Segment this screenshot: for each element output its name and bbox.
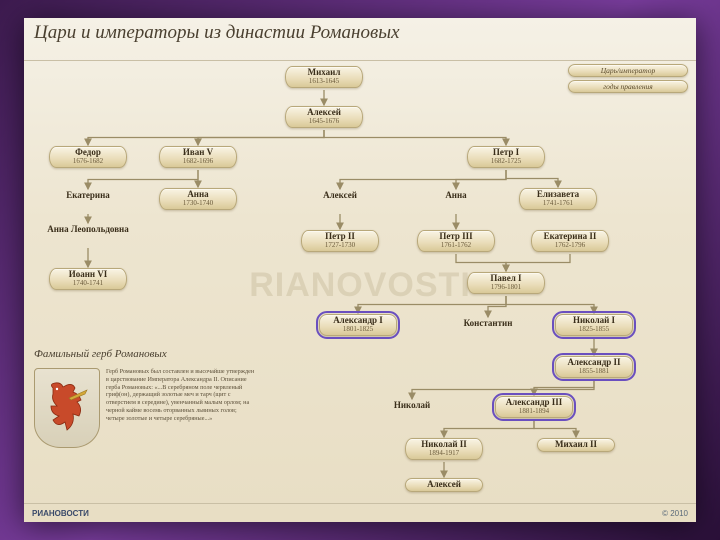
griffin-icon: [43, 380, 91, 436]
coat-of-arms: [34, 368, 100, 448]
connector-layer: [24, 18, 696, 522]
footer-copyright: © 2010: [662, 509, 688, 518]
footer: РИАНОВОСТИ © 2010: [24, 503, 696, 522]
coat-of-arms-description: Герб Романовых был составлен и высочайше…: [106, 368, 256, 422]
footer-source: РИАНОВОСТИ: [32, 509, 89, 518]
diagram-sheet: Цари и императоры из династии Романовых …: [24, 18, 696, 522]
coat-of-arms-title: Фамильный герб Романовых: [34, 348, 167, 360]
